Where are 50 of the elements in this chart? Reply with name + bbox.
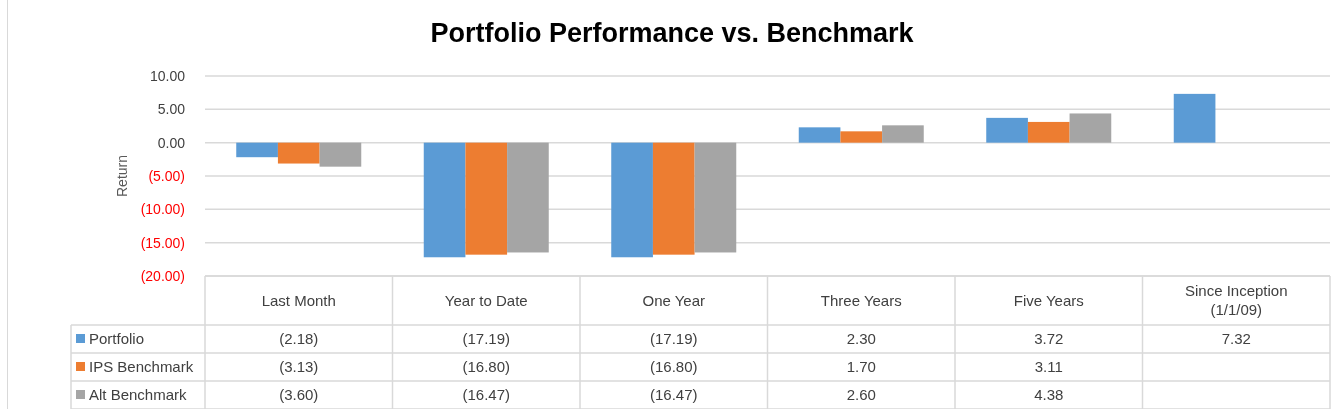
bar — [423, 142, 466, 258]
x-tick-label: Last Month — [261, 291, 336, 309]
bar — [277, 142, 320, 164]
y-tick-label: 0.00 — [157, 134, 186, 151]
bar — [319, 142, 362, 167]
data-label: (16.80) — [649, 358, 698, 375]
x-tick-label: Since Inception (1/1/09) — [1184, 282, 1288, 318]
bar — [798, 127, 841, 143]
legend-label: Alt Benchmark — [89, 386, 188, 403]
bar — [652, 142, 695, 255]
y-tick-label: (15.00) — [140, 234, 185, 251]
bar — [236, 142, 278, 158]
bar — [1173, 93, 1216, 143]
y-tick-label: 10.00 — [149, 67, 186, 84]
chart-title: Portfolio Performance vs. Benchmark — [430, 18, 915, 48]
x-tick-label: One Year — [642, 291, 706, 309]
data-label: 3.72 — [1034, 330, 1064, 347]
bar — [611, 142, 653, 258]
bar — [694, 142, 737, 253]
y-tick-label: (20.00) — [140, 267, 185, 284]
data-label: (2.18) — [279, 330, 319, 347]
bar — [986, 117, 1028, 143]
data-label: 4.38 — [1034, 386, 1064, 403]
bar — [882, 125, 924, 143]
data-label: 3.11 — [1034, 358, 1063, 375]
bar — [507, 142, 549, 253]
data-label: 7.32 — [1221, 330, 1251, 347]
data-label: (16.47) — [649, 386, 698, 403]
bar — [465, 142, 508, 255]
bar — [1027, 121, 1070, 143]
bar — [1069, 113, 1112, 143]
data-label: 1.70 — [846, 358, 876, 375]
data-label: (17.19) — [462, 330, 511, 347]
data-label: (17.19) — [649, 330, 698, 347]
y-axis-title: Return — [114, 154, 130, 198]
data-label: 2.30 — [846, 330, 876, 347]
x-tick-label: Three Years — [820, 291, 902, 309]
bar — [840, 131, 883, 143]
y-tick-label: (10.00) — [140, 201, 185, 218]
x-tick-label: Year to Date — [444, 291, 528, 309]
x-tick-label: Five Years — [1013, 291, 1084, 309]
legend-label: IPS Benchmark — [89, 358, 194, 375]
data-label: (3.60) — [279, 386, 319, 403]
data-label: (3.13) — [279, 358, 319, 375]
y-tick-label: (5.00) — [148, 167, 185, 184]
data-label: 2.60 — [846, 386, 876, 403]
data-label: (16.47) — [462, 386, 511, 403]
legend-label: Portfolio — [89, 330, 145, 347]
data-label: (16.80) — [462, 358, 511, 375]
y-tick-label: 5.00 — [157, 101, 186, 118]
